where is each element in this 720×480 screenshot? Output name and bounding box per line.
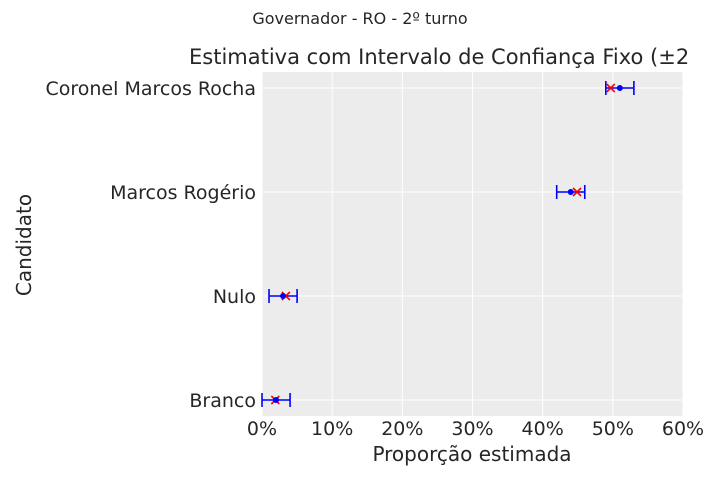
y-tick-label: Nulo [213, 286, 256, 308]
errorbar-group [261, 393, 291, 407]
y-tick-label: Marcos Rogério [110, 182, 256, 204]
grid-lines [261, 72, 684, 416]
data-marks [261, 81, 635, 407]
estimate-point [567, 189, 574, 195]
estimate-point [273, 397, 280, 403]
estimate-point [280, 293, 287, 299]
x-tick-label: 10% [311, 418, 353, 440]
errorbar-group [268, 289, 298, 303]
x-tick-label: 60% [662, 418, 704, 440]
chart-title: Estimativa com Intervalo de Confiança Fi… [189, 45, 689, 69]
errorbar-group [555, 185, 586, 199]
x-tick-label: 30% [451, 418, 493, 440]
y-tick-label: Coronel Marcos Rocha [45, 78, 256, 100]
estimate-point [616, 85, 623, 91]
x-tick-label: 0% [247, 418, 277, 440]
y-tick-label: Branco [189, 390, 256, 412]
chart-suptitle: Governador - RO - 2º turno [252, 9, 467, 28]
y-tick-labels: Coronel Marcos Rocha Marcos Rogério Nulo Br… [45, 78, 256, 412]
x-tick-label: 50% [592, 418, 634, 440]
x-tick-labels: 0% 10% 20% 30% 40% 50% 60% [247, 418, 704, 440]
x-tick-label: 20% [381, 418, 423, 440]
y-axis-label: Candidato [12, 194, 36, 296]
x-tick-label: 40% [522, 418, 564, 440]
x-axis-label: Proporção estimada [372, 442, 571, 466]
actual-marker [572, 187, 582, 197]
errorbar-group [605, 81, 635, 95]
actual-marker [606, 83, 616, 93]
